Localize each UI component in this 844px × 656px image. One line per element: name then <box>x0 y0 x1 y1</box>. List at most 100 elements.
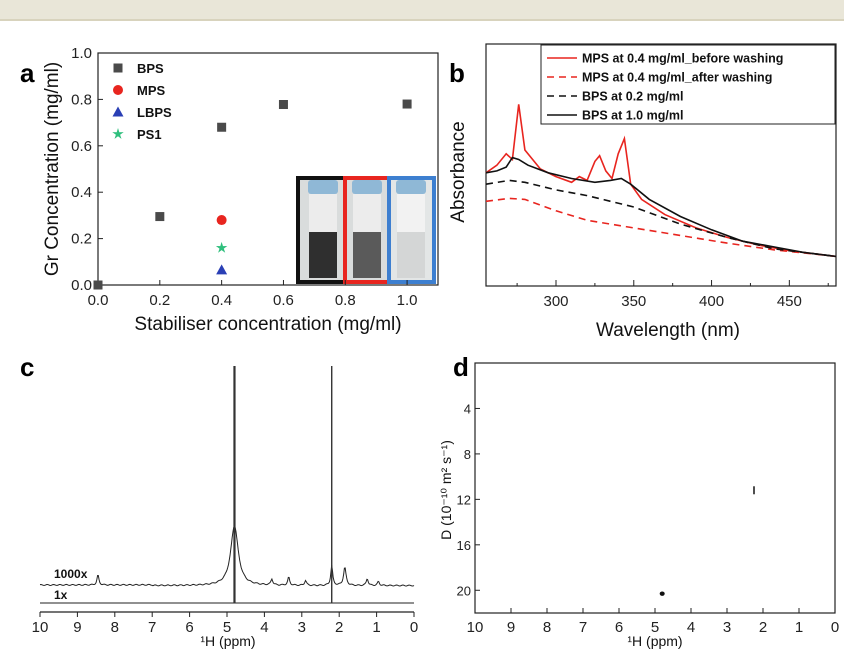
dosy-signal <box>753 486 755 495</box>
vial-cap <box>308 180 338 194</box>
x-tick-label: 7 <box>148 619 156 636</box>
legend-marker-mps <box>113 85 123 95</box>
x-tick-label: 0 <box>831 619 839 636</box>
x-tick-label: 0.6 <box>273 292 294 309</box>
trace-label-1000x: 1000x <box>54 567 88 581</box>
x-tick-label: 2 <box>759 619 767 636</box>
panel-a-chart: 0.0 0.2 0.4 0.6 0.8 1.0 0.0 0.2 0.4 0.6 0.8 1.0 BPS… <box>42 45 439 335</box>
header-band <box>0 0 844 19</box>
vial-liquid-dark <box>309 232 337 278</box>
vial-cap <box>352 180 382 194</box>
data-point-ps1 <box>215 241 228 253</box>
y-tick-label: 0.0 <box>71 277 92 294</box>
header-rule <box>0 19 844 21</box>
x-tick-label: 1 <box>795 619 803 636</box>
y-tick-label: 20 <box>457 583 471 598</box>
data-point-mps <box>216 215 227 226</box>
x-tick-label: 400 <box>699 293 724 310</box>
legend-label: MPS at 0.4 mg/ml_after washing <box>582 71 772 85</box>
legend-marker-bps <box>113 63 123 73</box>
x-tick-label: 1 <box>372 619 380 636</box>
x-tick-label: 300 <box>543 293 568 310</box>
data-point-bps <box>93 280 103 290</box>
legend-label: BPS at 1.0 mg/ml <box>582 109 683 123</box>
x-tick-label: 450 <box>777 293 802 310</box>
vial-liquid-grey <box>353 232 381 278</box>
series-line-1 <box>485 197 837 258</box>
panel-b-ylabel: Absorbance <box>448 121 469 222</box>
panel-b-xlabel: Wavelength (nm) <box>596 320 740 341</box>
legend-marker-lbps <box>112 106 124 117</box>
panel-label-d: d <box>453 352 469 382</box>
x-tick-label: 8 <box>111 619 119 636</box>
y-tick-label: 0.4 <box>71 184 92 201</box>
y-tick-label: 4 <box>464 401 471 416</box>
x-tick-label: 7 <box>579 619 587 636</box>
x-tick-label: 3 <box>298 619 306 636</box>
legend-label: LBPS <box>137 105 172 120</box>
x-tick-label: 0.0 <box>88 292 109 309</box>
trace-label-1x: 1x <box>54 588 68 602</box>
x-tick-label: 6 <box>185 619 193 636</box>
x-tick-label: 6 <box>615 619 623 636</box>
x-tick-label: 10 <box>467 619 484 636</box>
y-tick-label: 1.0 <box>71 45 92 62</box>
x-tick-label: 8 <box>543 619 551 636</box>
vial-cap <box>396 180 426 194</box>
panel-label-a: a <box>20 58 35 88</box>
y-tick-label: 12 <box>457 492 471 507</box>
legend-label: BPS at 0.2 mg/ml <box>582 90 683 104</box>
legend-label: BPS <box>137 61 164 76</box>
y-tick-label: 8 <box>464 447 471 462</box>
panel-d-xlabel: ¹H (ppm) <box>627 633 682 649</box>
x-tick-label: 5 <box>651 619 659 636</box>
x-tick-label: 0.4 <box>211 292 232 309</box>
legend-label: MPS at 0.4 mg/ml_before washing <box>582 52 783 66</box>
x-tick-label: 3 <box>723 619 731 636</box>
dosy-signal <box>659 591 665 596</box>
x-tick-label: 350 <box>621 293 646 310</box>
legend-label: PS1 <box>137 127 162 142</box>
x-tick-label: 0 <box>410 619 418 636</box>
panel-a-ylabel: Gr Concentration (mg/ml) <box>42 62 63 276</box>
vial-photo-inset <box>296 176 436 284</box>
series-line-3 <box>485 156 837 258</box>
series-line-0 <box>485 104 837 258</box>
y-tick-label: 16 <box>457 538 471 553</box>
y-tick-label: 0.2 <box>71 231 92 248</box>
panel-d-frame <box>474 362 836 614</box>
vial-liquid-clear <box>397 232 425 278</box>
panel-b-frame <box>485 43 837 287</box>
legend-label: MPS <box>137 83 166 98</box>
x-tick-label: 2 <box>335 619 343 636</box>
y-tick-label: 0.6 <box>71 138 92 155</box>
data-point-bps <box>278 100 288 110</box>
trace-1000x <box>39 525 415 587</box>
x-tick-label: 4 <box>687 619 695 636</box>
x-tick-label: 1.0 <box>397 292 418 309</box>
x-tick-label: 5 <box>223 619 231 636</box>
x-tick-label: 9 <box>73 619 81 636</box>
x-tick-label: 0.8 <box>335 292 356 309</box>
x-tick-label: 10 <box>32 619 49 636</box>
legend-marker-ps1 <box>112 128 124 139</box>
panel-c-chart: 10 9 8 7 6 5 4 3 2 1 0 1000x 1x ¹H (ppm) <box>32 366 418 649</box>
data-point-bps <box>402 99 412 109</box>
panel-a-xlabel: Stabiliser concentration (mg/ml) <box>134 314 401 335</box>
panel-d-ylabel: D (10⁻¹⁰ m² s⁻¹) <box>438 440 454 540</box>
panel-b-legend-box <box>540 44 836 125</box>
panel-b-chart: 300 350 400 450 MPS at 0.4 mg/ml_before was… <box>448 43 837 341</box>
x-tick-label: 4 <box>260 619 268 636</box>
panel-label-c: c <box>20 352 34 382</box>
series-line-2 <box>485 179 837 258</box>
x-tick-label: 9 <box>507 619 515 636</box>
x-tick-label: 0.2 <box>149 292 170 309</box>
panel-a-frame <box>97 52 439 286</box>
panel-c-xlabel: ¹H (ppm) <box>200 633 255 649</box>
data-point-bps <box>217 122 227 132</box>
panel-label-b: b <box>449 58 465 88</box>
data-point-lbps <box>216 264 228 275</box>
data-point-bps <box>155 212 165 222</box>
